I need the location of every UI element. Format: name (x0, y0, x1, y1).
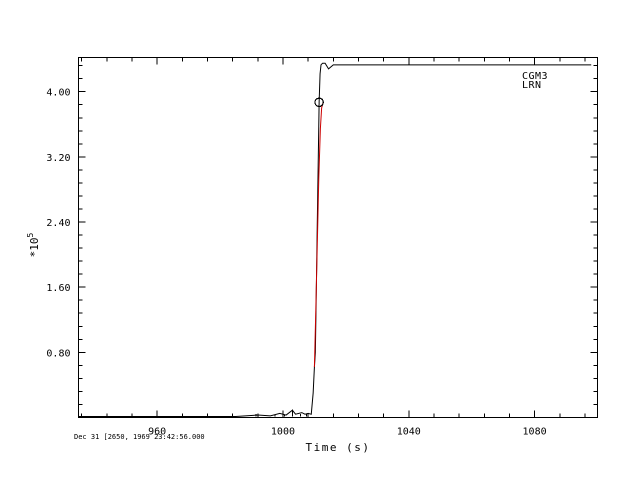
x-axis-title: Time (s) (306, 441, 371, 454)
y-tick-label: 0.80 (46, 348, 70, 359)
y-axis-title-exponent: 5 (26, 232, 35, 237)
axis-ticks (78, 57, 598, 418)
legend-label-lrn: LRN (522, 80, 542, 91)
y-tick-label: 2.40 (46, 218, 70, 229)
y-tick-label: 1.60 (46, 283, 70, 294)
x-tick-labels: 960 1000 1040 1080 (148, 427, 547, 438)
x-tick-label: 960 (148, 427, 166, 438)
y-tick-labels: 0.80 1.60 2.40 3.20 4.00 (46, 88, 70, 360)
y-tick-label: 3.20 (46, 153, 70, 164)
series-line-cgm3 (78, 62, 592, 418)
y-axis-title: *105 (26, 232, 41, 257)
x-tick-label: 1080 (523, 427, 547, 438)
series-line-lrn (313, 102, 324, 368)
timestamp-label: Dec 31 [2650, 1969 23:42:56.000 (74, 433, 205, 441)
y-axis-title-base: *10 (28, 237, 41, 257)
x-tick-label: 1000 (271, 427, 295, 438)
data-point-marker (314, 97, 324, 108)
series-marker-cgm3 (314, 97, 324, 108)
y-tick-label: 4.00 (46, 88, 70, 99)
svg-text:*105: *105 (26, 232, 41, 257)
data-series-layer (78, 62, 592, 418)
x-tick-label: 1040 (397, 427, 421, 438)
plot-frame (78, 57, 598, 418)
legend-label-cgm3: CGM3 (522, 71, 548, 82)
